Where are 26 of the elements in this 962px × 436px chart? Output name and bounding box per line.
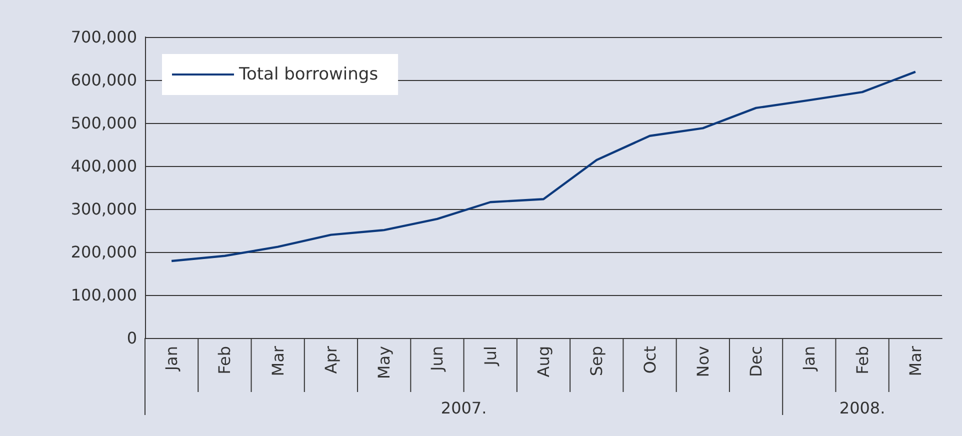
x-tick-label: Jan <box>800 346 819 372</box>
y-tick-label: 400,000 <box>70 156 137 176</box>
x-tick-label: Jul <box>480 346 500 366</box>
x-tick-label: Dec <box>746 346 766 377</box>
x-tick-label: Feb <box>852 346 872 374</box>
y-tick-label: 700,000 <box>70 28 137 46</box>
y-tick-label: 100,000 <box>70 286 137 304</box>
x-tick-label: Oct <box>640 346 660 374</box>
y-tick-label: 0 <box>126 328 137 348</box>
x-tick-label: Nov <box>693 346 712 378</box>
y-tick-label: 200,000 <box>70 242 137 262</box>
x-tick-label: Aug <box>534 346 553 378</box>
y-tick-label: 500,000 <box>70 114 137 132</box>
x-tick-label: Jun <box>428 346 447 372</box>
text: 2007. <box>440 398 487 418</box>
x-tick-label: Feb <box>215 346 234 374</box>
text: 2008. <box>839 398 886 418</box>
y-tick-label: 600,000 <box>70 70 137 90</box>
legend-label: Total borrowings <box>238 64 378 84</box>
x-tick-label: Mar <box>906 346 925 376</box>
x-tick-label: Apr <box>321 346 340 374</box>
y-tick-label: 300,000 <box>70 200 137 218</box>
x-tick-label: Jan <box>162 346 182 372</box>
x-tick-label: May <box>374 346 394 380</box>
x-tick-label: Sep <box>587 346 606 376</box>
x-tick-label: Mar <box>268 346 288 376</box>
